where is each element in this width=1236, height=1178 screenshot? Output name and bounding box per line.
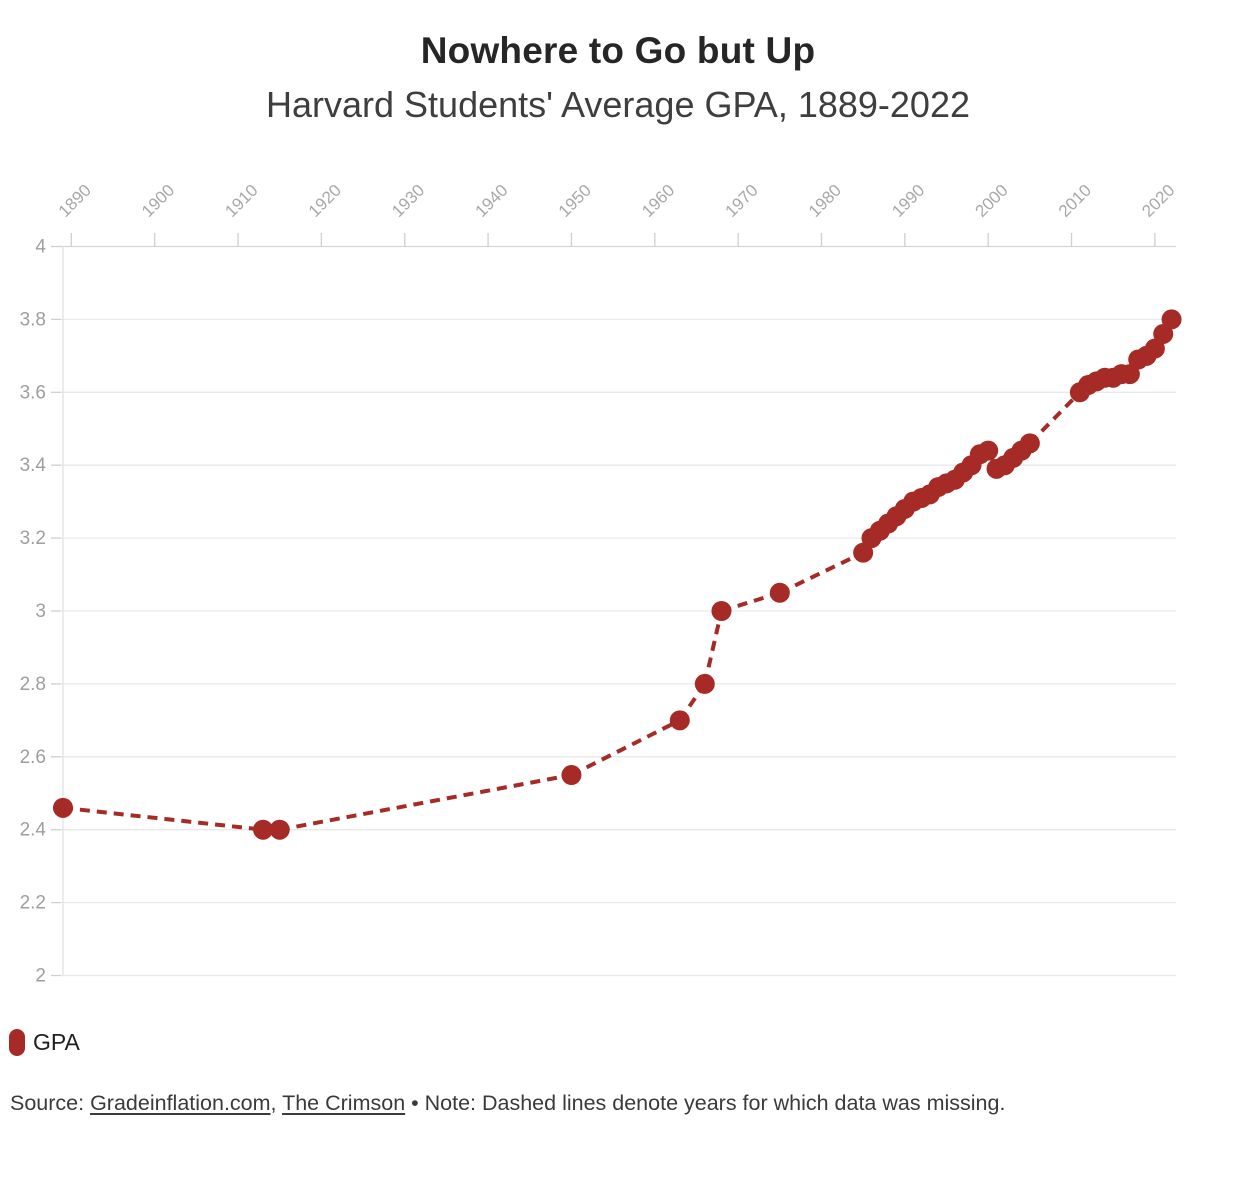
the-crimson-link[interactable]: The Crimson (282, 1091, 406, 1115)
data-point (1119, 364, 1140, 385)
gpa-series-label: GPA (33, 1029, 80, 1055)
source-separator: , (270, 1091, 283, 1115)
missing-data-note: • Note: Dashed lines denote years for wh… (405, 1091, 1006, 1115)
x-tick-label: 1940 (471, 181, 511, 221)
gradeinflation-link[interactable]: Gradeinflation.com (90, 1091, 271, 1115)
x-tick-label: 1990 (888, 181, 928, 221)
y-tick-label: 2 (35, 966, 46, 987)
y-tick-label: 2.8 (20, 674, 46, 695)
data-point (853, 542, 874, 563)
y-tick-label: 3.6 (20, 382, 46, 403)
x-tick-label: 1910 (221, 181, 261, 221)
y-tick-label: 3.8 (20, 309, 46, 330)
x-tick-label: 2000 (972, 181, 1012, 221)
data-point (53, 797, 73, 818)
y-tick-label: 3.2 (20, 528, 46, 549)
missing-data-dashed-segment (62, 805, 264, 832)
x-tick-label: 1900 (138, 181, 178, 221)
data-point (561, 765, 582, 786)
gpa-scatter-chart: 4 3.8 3.6 3.4 3.2 3 2.8 2.6 2.4 2.2 2 1890 1900 1910 1… (20, 181, 1182, 987)
missing-data-dashed-segment (778, 550, 865, 595)
x-tick-label: 1890 (55, 181, 95, 221)
chart-title: Nowhere to Go but Up (420, 30, 816, 71)
data-point (978, 440, 999, 461)
y-tick-label: 2.4 (20, 820, 47, 841)
data-point (711, 601, 732, 621)
data-point (694, 673, 715, 694)
x-tick-label: 2010 (1055, 181, 1095, 221)
data-point (269, 819, 290, 840)
y-tick-label: 3 (35, 601, 46, 622)
x-tick-label: 1970 (722, 181, 762, 221)
data-point (1019, 433, 1040, 454)
data-point (669, 710, 690, 731)
missing-data-dashed-segment (1028, 390, 1082, 445)
y-tick-label: 4 (35, 237, 46, 258)
x-tick-label: 2020 (1138, 181, 1178, 221)
data-point (769, 582, 790, 603)
data-point (1144, 338, 1165, 359)
missing-data-dashed-segment (702, 610, 724, 685)
y-tick-label: 2.6 (20, 747, 46, 768)
chart-subtitle: Harvard Students' Average GPA, 1889-2022 (266, 84, 970, 125)
x-tick-label: 1920 (305, 181, 345, 221)
missing-data-dashed-segment (570, 718, 681, 777)
source-prefix: Source: (10, 1091, 91, 1115)
data-point (1153, 323, 1174, 344)
missing-data-dashed-segment (279, 773, 572, 832)
x-tick-label: 1930 (388, 181, 428, 221)
y-tick-label: 2.2 (20, 893, 46, 914)
x-tick-label: 1950 (555, 181, 595, 221)
gpa-series-swatch (9, 1029, 25, 1056)
legend: GPA (9, 1029, 80, 1056)
x-tick-label: 1980 (805, 181, 845, 221)
data-point (1161, 309, 1182, 330)
x-tick-label: 1960 (638, 181, 678, 221)
y-tick-label: 3.4 (20, 455, 47, 476)
source-note: Source: Gradeinflation.com, The Crimson … (10, 1086, 1150, 1120)
data-point (253, 819, 274, 840)
